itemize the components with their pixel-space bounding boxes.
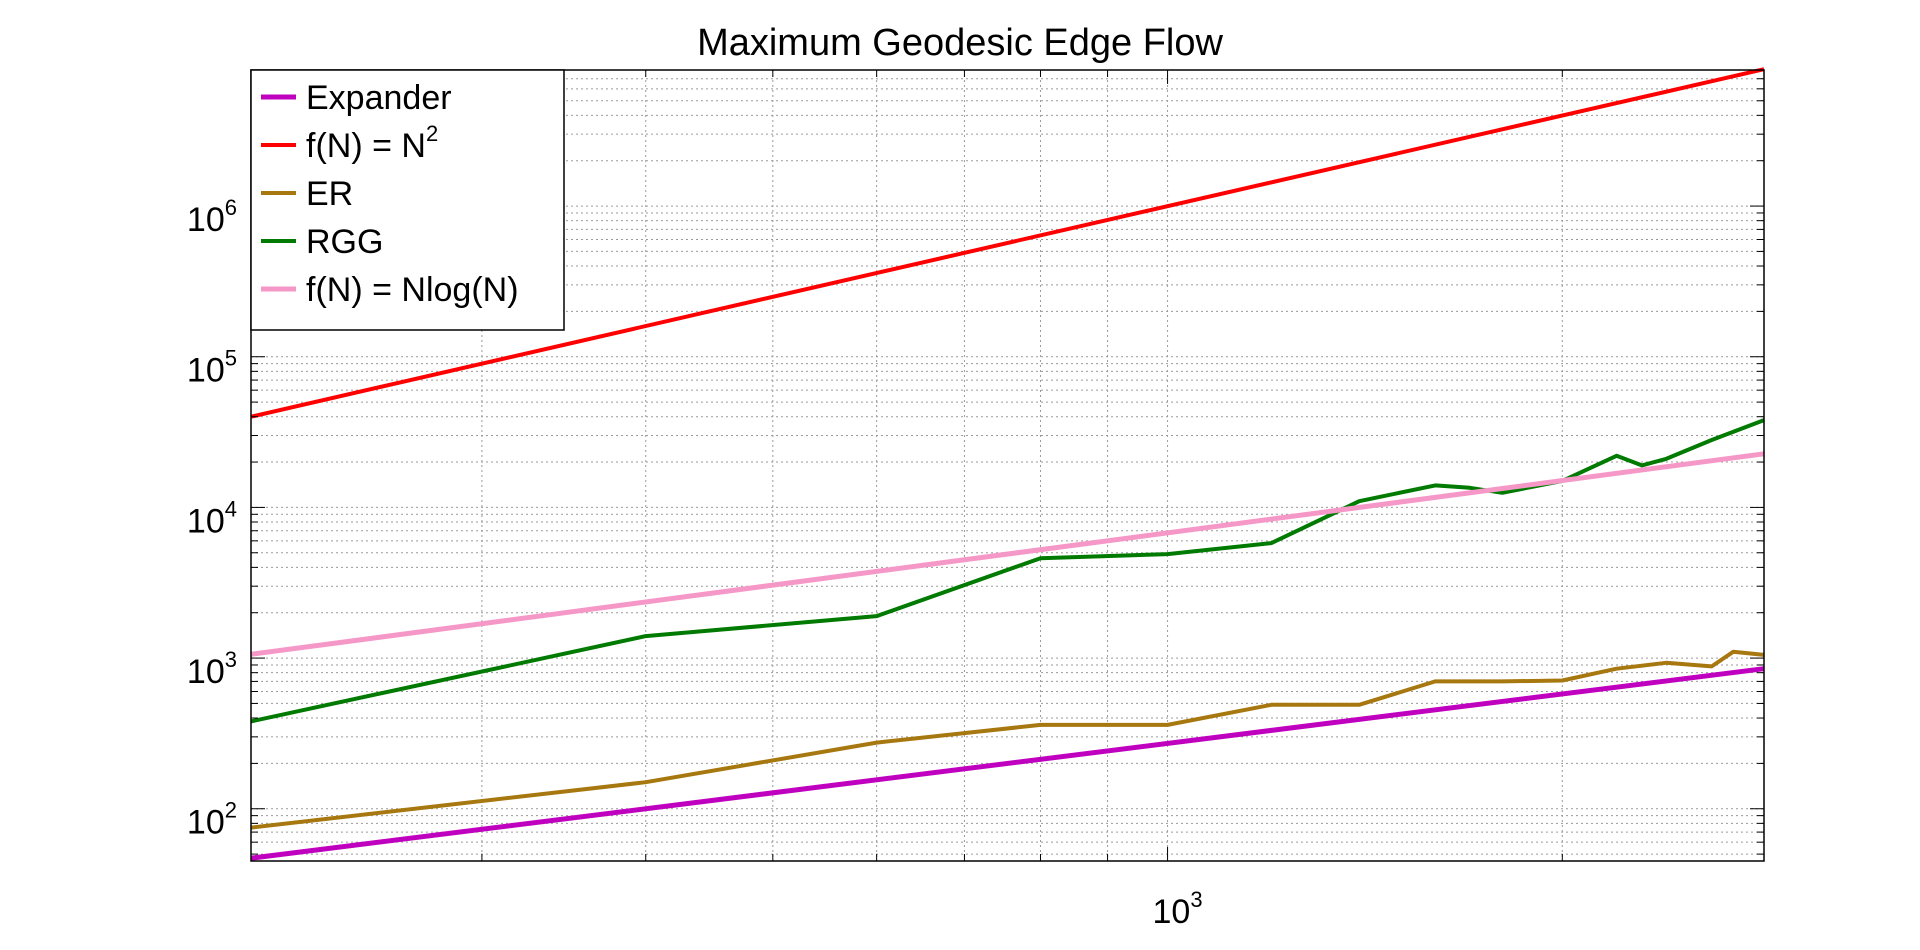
series-line-3 <box>250 418 1765 724</box>
y-tick-label: 104 <box>187 496 237 540</box>
legend: Expander f(N) = N2 ER RGG f(N) = Nlog(N) <box>250 69 565 331</box>
y-tick-label: 106 <box>187 195 237 239</box>
grid-lines <box>251 69 1764 861</box>
y-tick-label: 103 <box>187 647 237 691</box>
plot-frame <box>250 69 1765 862</box>
x-tick-label: 103 <box>1153 887 1203 931</box>
y-tick-label: 105 <box>187 346 237 390</box>
series-lines <box>250 67 1765 861</box>
legend-label: RGG <box>306 223 383 261</box>
series-line-2 <box>250 649 1765 830</box>
legend-label: ER <box>306 175 353 213</box>
chart-title: Maximum Geodesic Edge Flow <box>697 22 1223 64</box>
y-tick-label: 102 <box>187 798 237 842</box>
legend-label: Expander <box>306 79 452 117</box>
series-line-4 <box>250 451 1765 657</box>
axis-ticks: 102 103 104 105 106 103 <box>187 69 1764 931</box>
legend-label: f(N) = N2 <box>306 121 438 165</box>
series-line-0 <box>250 666 1765 861</box>
legend-box <box>250 69 565 331</box>
series-line-1 <box>250 67 1765 419</box>
legend-label: f(N) = Nlog(N) <box>306 271 519 309</box>
